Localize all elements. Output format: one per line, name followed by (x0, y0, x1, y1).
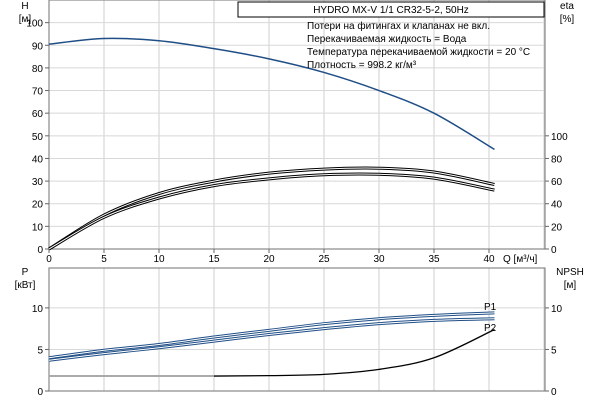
annotation: Плотность = 998.2 кг/м³ (307, 60, 417, 71)
plot-frame (48, 0, 546, 250)
x-tick-label: 5 (101, 254, 107, 265)
y-tick-label: 5 (37, 345, 43, 356)
y-tick-label: 90 (32, 41, 44, 52)
y2-tick-label: 0 (551, 245, 557, 256)
eta-curve (48, 172, 495, 251)
x-tick-label: 0 (46, 254, 52, 265)
npsh-axis-unit: [м] (564, 280, 577, 291)
y-axis-unit: [м] (19, 14, 32, 25)
bottom-plot: 0 5 10 0 5 10 (32, 267, 563, 398)
x-tick-label: 35 (428, 254, 440, 265)
y-axis-label: H (21, 1, 28, 12)
head-curve (48, 37, 495, 151)
y2-tick-label: 10 (551, 304, 563, 315)
y2-tick-label: 0 (551, 387, 557, 398)
x-axis-label: Q [м³/ч] (503, 254, 538, 265)
x-tick-label: 30 (373, 254, 385, 265)
y2-tick-label: 40 (551, 200, 563, 211)
y-tick-label: 100 (26, 19, 43, 30)
y-tick-label: 10 (32, 222, 44, 233)
y-tick-label: 30 (32, 177, 44, 188)
y-tick-label: 70 (32, 87, 44, 98)
power-curve-inner (48, 318, 495, 361)
annotation: Потери на фитингах и клапанах не вкл. (307, 20, 490, 32)
p2-label: P2 (484, 323, 497, 334)
p1-label: P1 (484, 302, 497, 313)
y-tick-label: 0 (37, 387, 43, 398)
eta-curve-inner (48, 167, 495, 250)
y2-axis-label: eta (560, 1, 574, 12)
power-curve-inner (48, 312, 495, 359)
x-tick-label: 25 (318, 254, 330, 265)
annotation: Перекачиваемая жидкость = Вода (307, 34, 467, 45)
x-tick-label: 40 (483, 254, 495, 265)
x-tick-label: 10 (153, 254, 165, 265)
npsh-axis-label: NPSH (556, 267, 584, 278)
p-axis-unit: [кВт] (15, 280, 36, 291)
plot-frame (48, 267, 546, 392)
y-tick-label: 60 (32, 109, 44, 120)
eta-curve (48, 166, 495, 251)
y2-tick-label: 100 (551, 132, 568, 143)
y2-axis-unit: [%] (560, 14, 575, 25)
title-box (237, 1, 545, 18)
y-tick-label: 20 (32, 200, 44, 211)
y-tick-label: 50 (32, 132, 44, 143)
chart-title: HYDRO MX-V 1/1 CR32-5-2, 50Hz (313, 5, 469, 16)
p-axis-label: P (22, 267, 29, 278)
x-tick-label: 15 (208, 254, 220, 265)
y-tick-label: 80 (32, 64, 44, 75)
y-tick-label: 0 (37, 245, 43, 256)
y2-tick-label: 20 (551, 222, 563, 233)
y2-tick-label: 5 (551, 345, 557, 356)
eta-curve-inner (48, 173, 495, 250)
top-plot: 0 10 20 30 40 50 60 70 80 90 100 0 20 40 60 80 100 0 5 10 15… (26, 0, 568, 265)
y-tick-label: 40 (32, 154, 44, 165)
y2-tick-label: 80 (551, 154, 563, 165)
power-curve-P2 (48, 317, 495, 362)
y2-tick-label: 60 (551, 177, 563, 188)
x-tick-label: 20 (263, 254, 275, 265)
annotation: Температура перекачиваемой жидкости = 20… (307, 47, 530, 58)
y-tick-label: 10 (32, 304, 44, 315)
